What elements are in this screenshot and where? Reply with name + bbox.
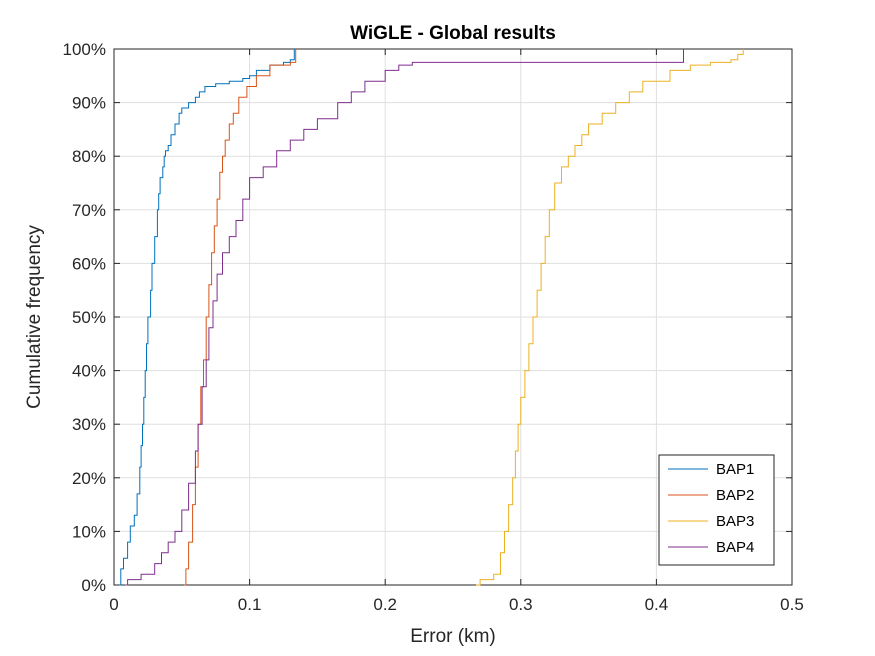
legend-label-bap1: BAP1 bbox=[716, 461, 754, 478]
legend-label-bap4: BAP4 bbox=[716, 539, 754, 556]
series-line-bap3 bbox=[476, 49, 744, 586]
y-tick-label: 0% bbox=[81, 576, 106, 595]
x-tick-label: 0.5 bbox=[780, 595, 804, 614]
y-tick-label: 60% bbox=[72, 254, 106, 273]
y-tick-label: 40% bbox=[72, 362, 106, 381]
grid-lines bbox=[114, 49, 792, 585]
x-tick-label: 0.1 bbox=[238, 595, 262, 614]
y-axis-label: Cumulative frequency bbox=[24, 225, 45, 409]
y-tick-label: 80% bbox=[72, 147, 106, 166]
y-tick-label: 50% bbox=[72, 308, 106, 327]
y-tick-label: 90% bbox=[72, 94, 106, 113]
series-line-bap1 bbox=[119, 49, 295, 586]
x-axis-label: Error (km) bbox=[410, 626, 495, 647]
x-tick-label: 0 bbox=[109, 595, 118, 614]
legend-label-bap3: BAP3 bbox=[716, 513, 754, 530]
x-tick-label: 0.3 bbox=[509, 595, 533, 614]
x-tick-label: 0.2 bbox=[373, 595, 397, 614]
y-tick-label: 30% bbox=[72, 415, 106, 434]
x-tick-label: 0.4 bbox=[645, 595, 669, 614]
legend-box bbox=[658, 454, 775, 566]
legend-label-bap2: BAP2 bbox=[716, 487, 754, 504]
y-tick-label: 10% bbox=[72, 522, 106, 541]
y-axis-ticks: 0% 10% 20% 30% 40% 50% 60% 70% 80% 90% 100% bbox=[63, 40, 792, 595]
legend: BAP1 BAP2 BAP3 BAP4 bbox=[658, 454, 775, 566]
y-tick-label: 70% bbox=[72, 201, 106, 220]
x-axis-ticks: 0 0.1 0.2 0.3 0.4 0.5 bbox=[109, 49, 804, 614]
y-tick-label: 100% bbox=[63, 40, 106, 59]
series-layer bbox=[119, 49, 744, 586]
chart-title: WiGLE - Global results bbox=[350, 23, 556, 44]
series-line-bap4 bbox=[124, 49, 684, 586]
y-tick-label: 20% bbox=[72, 469, 106, 488]
